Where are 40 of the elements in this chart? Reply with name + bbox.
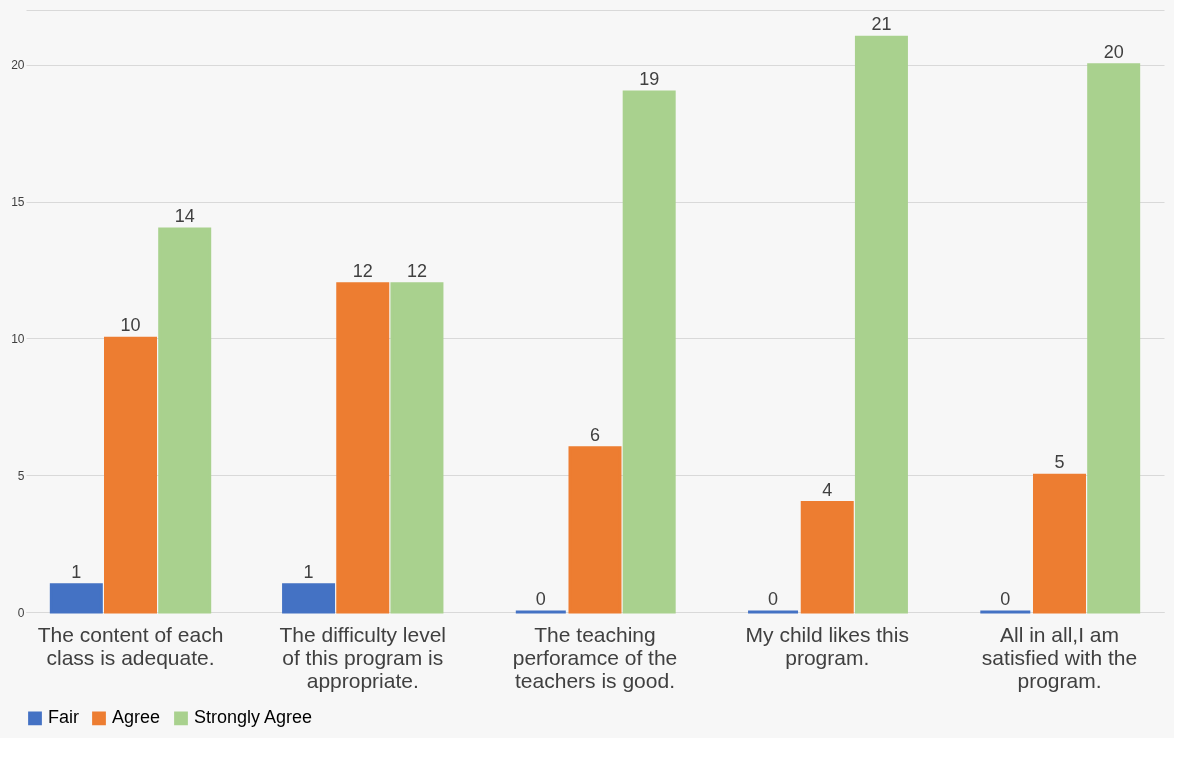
x-tick-label: All in all,I am satisfied with the program. <box>981 622 1138 692</box>
y-tick-label: 10 <box>11 331 25 346</box>
x-tick-label: The content of each class is adequate. <box>37 622 224 669</box>
bar <box>390 282 444 614</box>
data-label: 0 <box>535 589 546 609</box>
data-label: 10 <box>120 315 141 336</box>
data-label: 0 <box>1000 589 1011 609</box>
data-label: 0 <box>768 589 779 609</box>
x-tick-label: The difficulty level of this program is appropriate. <box>279 622 447 692</box>
data-label: 12 <box>352 260 373 281</box>
y-tick-label: 20 <box>11 58 25 73</box>
data-label: 19 <box>639 69 660 90</box>
data-label: 1 <box>303 561 314 582</box>
data-label: 20 <box>1103 41 1124 62</box>
x-tick-label: My child likes this program. <box>745 622 909 669</box>
bar <box>282 583 336 614</box>
data-label: 4 <box>822 479 833 500</box>
legend-label: Agree <box>112 707 161 728</box>
y-tick-label: 5 <box>17 468 25 483</box>
bar <box>800 501 854 614</box>
bar <box>1032 473 1086 614</box>
data-label: 6 <box>589 424 601 445</box>
bar <box>336 282 390 614</box>
data-label: 5 <box>1054 452 1065 473</box>
legend-label: Fair <box>48 707 79 728</box>
x-tick-label: The teaching perforamce of the teachers is good. <box>512 622 678 692</box>
bar <box>158 227 212 614</box>
data-label: 14 <box>174 205 195 226</box>
bar <box>1087 63 1141 614</box>
bar <box>49 583 103 614</box>
data-label: 1 <box>71 561 82 582</box>
bar <box>568 446 622 614</box>
y-tick-label: 15 <box>11 195 25 210</box>
bar <box>622 90 676 614</box>
bar <box>104 336 158 614</box>
legend-label: Strongly Agree <box>194 707 313 728</box>
data-label: 21 <box>871 14 892 35</box>
bar <box>854 35 908 614</box>
data-label: 12 <box>406 260 427 281</box>
y-tick-label: 0 <box>17 605 25 620</box>
